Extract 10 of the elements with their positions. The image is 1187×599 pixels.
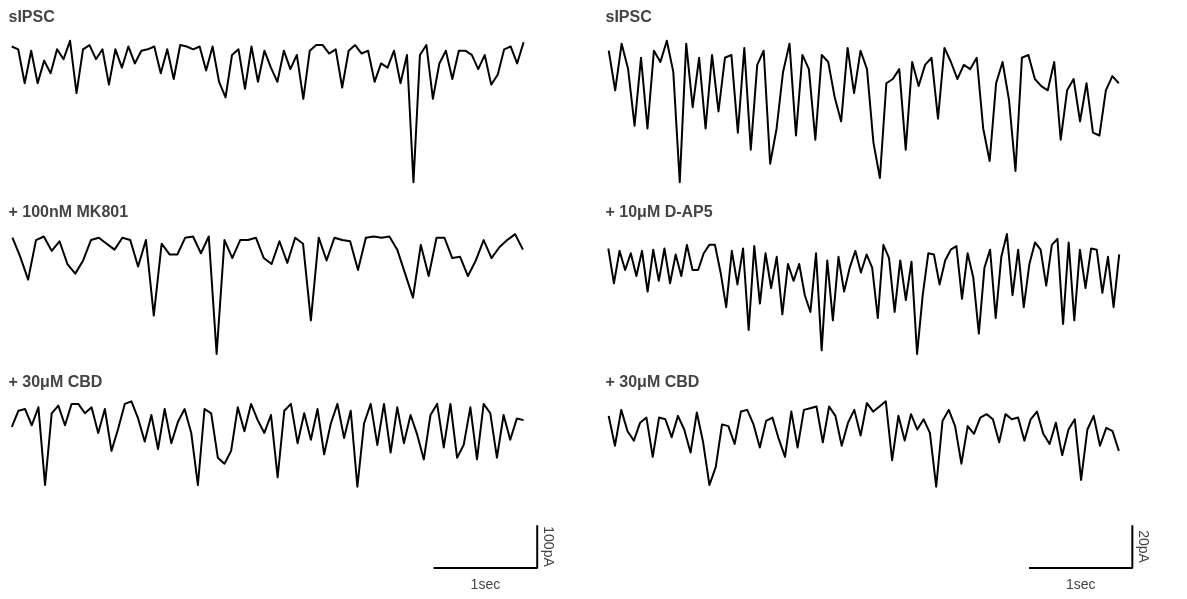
chart-title: + 30μM CBD [8,372,103,390]
chart-title: + 30μM CBD [605,372,700,390]
chart-title: + 100nM MK801 [8,202,129,220]
text: 100pA [541,526,558,568]
text: 1sec [470,575,501,592]
chart-title: sIPSC [605,7,653,25]
chart-title: + 10μM D-AP5 [605,202,713,220]
text: 20pA [1136,530,1153,564]
chart-title: sIPSC [8,7,56,25]
text: 1sec [1065,575,1096,592]
